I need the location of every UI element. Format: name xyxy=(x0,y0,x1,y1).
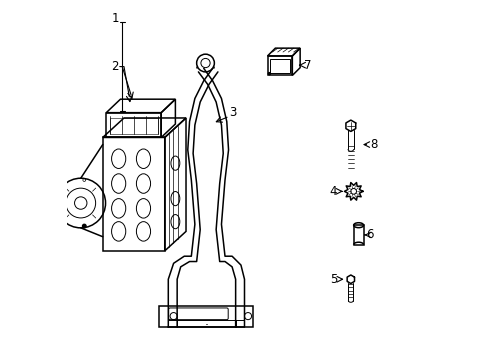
Text: 2: 2 xyxy=(111,60,119,73)
Text: 4: 4 xyxy=(329,185,337,198)
Text: 8: 8 xyxy=(369,138,377,151)
Text: 6: 6 xyxy=(365,229,372,242)
Text: 7: 7 xyxy=(304,59,311,72)
Circle shape xyxy=(82,224,86,228)
Circle shape xyxy=(268,73,270,75)
Bar xyxy=(353,225,363,245)
Text: 5: 5 xyxy=(329,273,337,286)
Text: 3: 3 xyxy=(229,106,236,119)
Text: 1: 1 xyxy=(111,12,119,25)
